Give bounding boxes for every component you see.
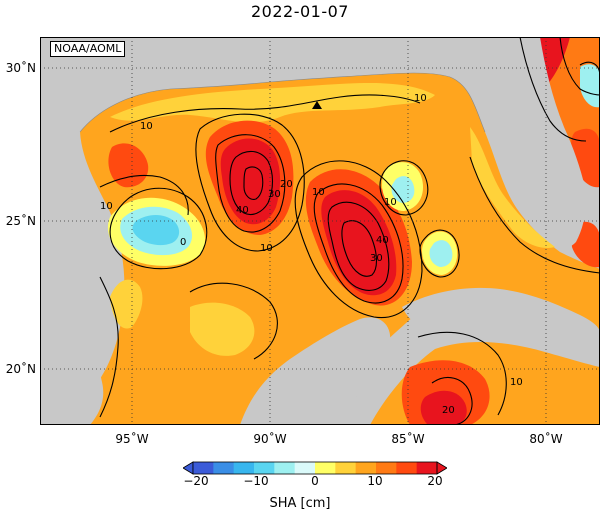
colorbar-tick: 0 <box>311 474 319 488</box>
lon-label-95w: 95˚W <box>115 432 149 446</box>
cold-patch-ne <box>580 64 600 108</box>
colorbar-swatch <box>376 462 397 474</box>
colorbar-tick: 10 <box>367 474 383 488</box>
contour-label: 10 <box>312 187 325 198</box>
colorbar-swatch <box>335 462 357 474</box>
south-bay-band <box>190 302 255 356</box>
lon-label-85w: 85˚W <box>391 432 425 446</box>
east-coastal-band <box>470 127 555 248</box>
colorbar-swatch <box>213 462 235 474</box>
colorbar-arrow-high <box>436 461 448 475</box>
land-cuba <box>402 287 600 345</box>
lat-label-30n: 30˚N <box>5 61 36 75</box>
contour-label: 10 <box>510 377 523 388</box>
colorbar-tick: −20 <box>183 474 209 488</box>
colorbar-arrow-low <box>182 461 194 475</box>
lon-label-80w: 80˚W <box>529 432 563 446</box>
colorbar-swatch <box>315 462 336 474</box>
triangle-marker <box>312 101 322 109</box>
cold-eddy-west-core <box>132 215 180 246</box>
contour-label: 20 <box>442 405 455 416</box>
contour-label: 10 <box>384 197 397 208</box>
colorbar-tick: −10 <box>243 474 269 488</box>
colorbar-tick: 20 <box>427 474 443 488</box>
contour-label: 30 <box>370 253 383 264</box>
colorbar-frame <box>192 461 438 475</box>
colorbar-swatch <box>233 462 255 474</box>
contour-label: 30 <box>268 189 281 200</box>
lon-label-90w: 90˚W <box>253 432 287 446</box>
map-title: 2022-01-07 <box>251 2 349 21</box>
land-florida <box>495 37 586 247</box>
credit-label: NOAA/AOML <box>50 41 126 57</box>
colorbar-swatch <box>416 462 438 474</box>
contour-label: 40 <box>236 205 249 216</box>
warm-patch-south-core <box>420 390 467 425</box>
land-yucatan <box>240 317 391 425</box>
colorbar-swatch <box>274 462 296 474</box>
cold-eddy-east <box>429 240 453 267</box>
sha-map: 10 10 10 40 30 20 10 10 40 30 10 0 10 20 <box>40 37 600 425</box>
colorbar <box>182 460 448 479</box>
contour-label: 10 <box>414 93 427 104</box>
colorbar-unit: SHA [cm] <box>269 496 331 511</box>
land-us-coast <box>40 37 510 137</box>
lat-label-20n: 20˚N <box>5 362 36 376</box>
colorbar-swatch <box>396 462 418 474</box>
warm-patch-west <box>108 143 149 188</box>
colorbar-swatch <box>294 462 316 474</box>
contour-label: 40 <box>376 235 389 246</box>
colorbar-swatch <box>355 462 377 474</box>
contour-label: 10 <box>100 201 113 212</box>
lat-label-25n: 25˚N <box>5 214 36 228</box>
warm-eddy-north-core <box>220 138 281 225</box>
contour-label: 20 <box>280 179 293 190</box>
contour-label: 10 <box>260 243 273 254</box>
contour-label: 10 <box>140 121 153 132</box>
contour-label: 0 <box>180 237 186 248</box>
land-mexico-west <box>40 137 104 425</box>
west-coastal-band <box>110 279 143 329</box>
colorbar-swatch <box>193 462 214 474</box>
colorbar-swatch <box>254 462 275 474</box>
cold-eddy-mid <box>391 176 415 203</box>
north-coastal-band <box>110 83 435 123</box>
